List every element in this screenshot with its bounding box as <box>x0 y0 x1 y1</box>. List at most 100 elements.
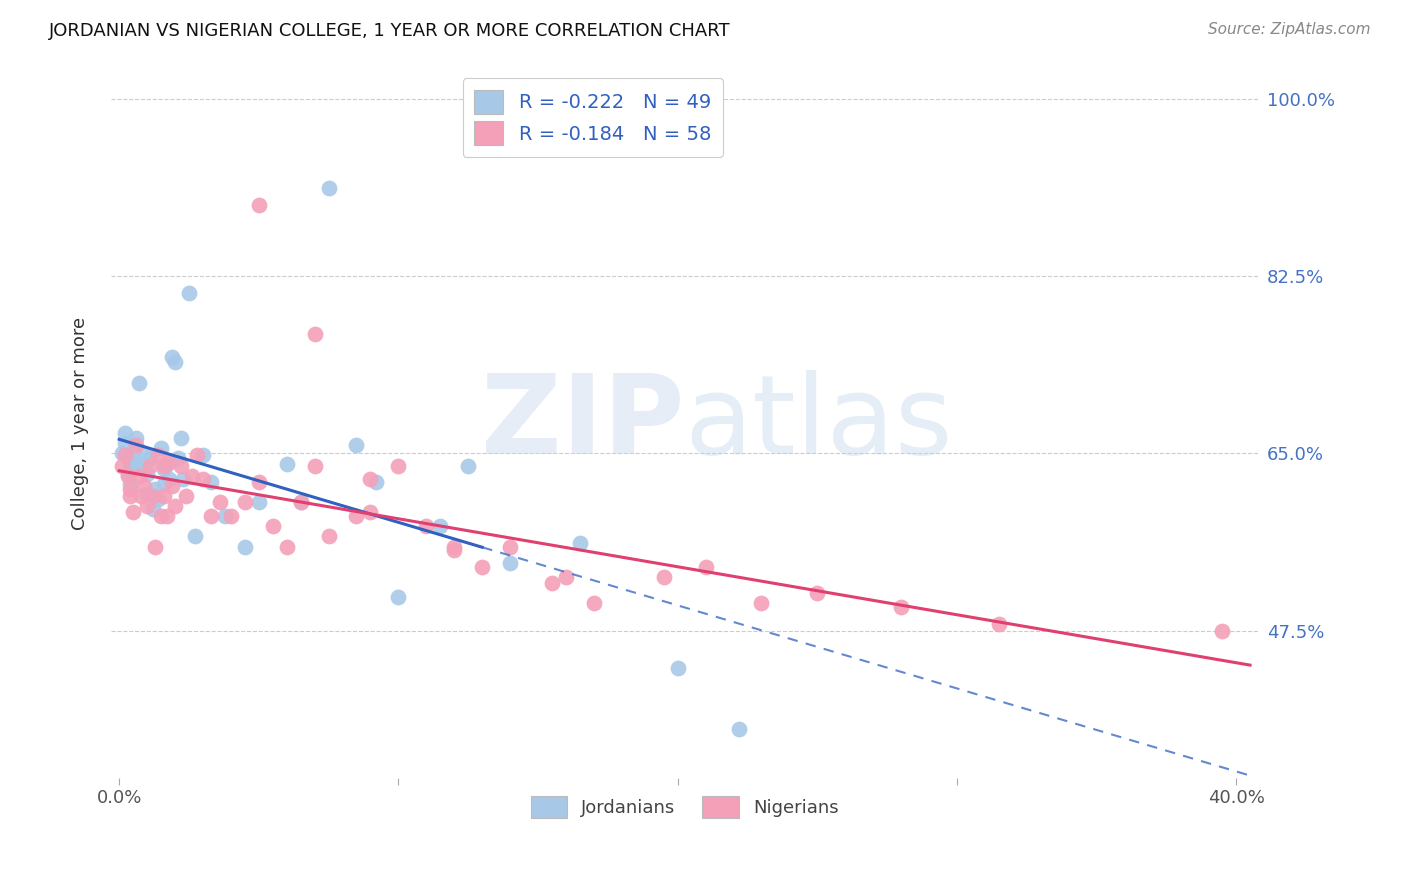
Legend: Jordanians, Nigerians: Jordanians, Nigerians <box>523 789 846 825</box>
Point <box>142 489 165 503</box>
Point <box>751 596 773 610</box>
Point <box>125 431 148 445</box>
Point <box>541 576 564 591</box>
Point <box>987 616 1010 631</box>
Point <box>136 467 159 481</box>
Point <box>120 482 142 496</box>
Point <box>1211 624 1233 638</box>
Point <box>157 454 180 468</box>
Point <box>304 458 326 473</box>
Point <box>555 570 578 584</box>
Point <box>148 491 170 506</box>
Point <box>122 446 145 460</box>
Point <box>131 457 153 471</box>
Point <box>139 458 162 473</box>
Point <box>114 436 136 450</box>
Point <box>153 489 176 503</box>
Point <box>219 509 242 524</box>
Text: ZIP: ZIP <box>481 369 685 476</box>
Point <box>186 449 208 463</box>
Point <box>125 438 148 452</box>
Point <box>180 468 202 483</box>
Point <box>136 487 159 501</box>
Point <box>191 472 214 486</box>
Point <box>304 326 326 341</box>
Point <box>890 600 912 615</box>
Point <box>160 350 183 364</box>
Text: atlas: atlas <box>685 369 953 476</box>
Point <box>163 499 186 513</box>
Point <box>728 722 751 736</box>
Point <box>208 495 231 509</box>
Point <box>318 529 340 543</box>
Point <box>346 509 368 524</box>
Point <box>806 586 828 600</box>
Text: Source: ZipAtlas.com: Source: ZipAtlas.com <box>1208 22 1371 37</box>
Point <box>582 596 605 610</box>
Point <box>114 426 136 441</box>
Point <box>290 495 312 509</box>
Point <box>150 509 173 524</box>
Point <box>128 457 150 471</box>
Point <box>134 479 156 493</box>
Point <box>666 661 689 675</box>
Point <box>174 489 197 503</box>
Point <box>290 495 312 509</box>
Point <box>134 446 156 460</box>
Point <box>131 489 153 503</box>
Point <box>156 509 179 524</box>
Point <box>169 458 191 473</box>
Point <box>150 442 173 456</box>
Point <box>387 591 409 605</box>
Point <box>415 519 437 533</box>
Point <box>111 458 134 473</box>
Point <box>148 449 170 463</box>
Point <box>117 467 139 481</box>
Point <box>139 451 162 466</box>
Point <box>247 495 270 509</box>
Point <box>364 475 387 489</box>
Point <box>191 449 214 463</box>
Point <box>169 431 191 445</box>
Point <box>114 449 136 463</box>
Point <box>145 540 167 554</box>
Point <box>200 475 222 489</box>
Point <box>443 542 465 557</box>
Point <box>153 461 176 475</box>
Y-axis label: College, 1 year or more: College, 1 year or more <box>72 317 89 530</box>
Point <box>387 458 409 473</box>
Point <box>145 482 167 496</box>
Point <box>120 489 142 503</box>
Point <box>117 468 139 483</box>
Point <box>122 505 145 519</box>
Point <box>177 286 200 301</box>
Point <box>156 457 179 471</box>
Point <box>111 446 134 460</box>
Point <box>136 499 159 513</box>
Point <box>276 540 298 554</box>
Point <box>359 505 381 519</box>
Point <box>233 540 256 554</box>
Point <box>120 476 142 491</box>
Point <box>247 198 270 212</box>
Point <box>262 519 284 533</box>
Text: JORDANIAN VS NIGERIAN COLLEGE, 1 YEAR OR MORE CORRELATION CHART: JORDANIAN VS NIGERIAN COLLEGE, 1 YEAR OR… <box>49 22 731 40</box>
Point <box>568 535 591 549</box>
Point <box>183 529 205 543</box>
Point <box>457 458 479 473</box>
Point <box>233 495 256 509</box>
Point <box>318 181 340 195</box>
Point <box>429 519 451 533</box>
Point <box>120 457 142 471</box>
Point <box>276 457 298 471</box>
Point <box>652 570 675 584</box>
Point <box>499 540 522 554</box>
Point <box>122 461 145 475</box>
Point <box>359 472 381 486</box>
Point <box>499 556 522 570</box>
Point <box>128 468 150 483</box>
Point <box>166 451 188 466</box>
Point <box>160 479 183 493</box>
Point <box>346 438 368 452</box>
Point <box>128 376 150 390</box>
